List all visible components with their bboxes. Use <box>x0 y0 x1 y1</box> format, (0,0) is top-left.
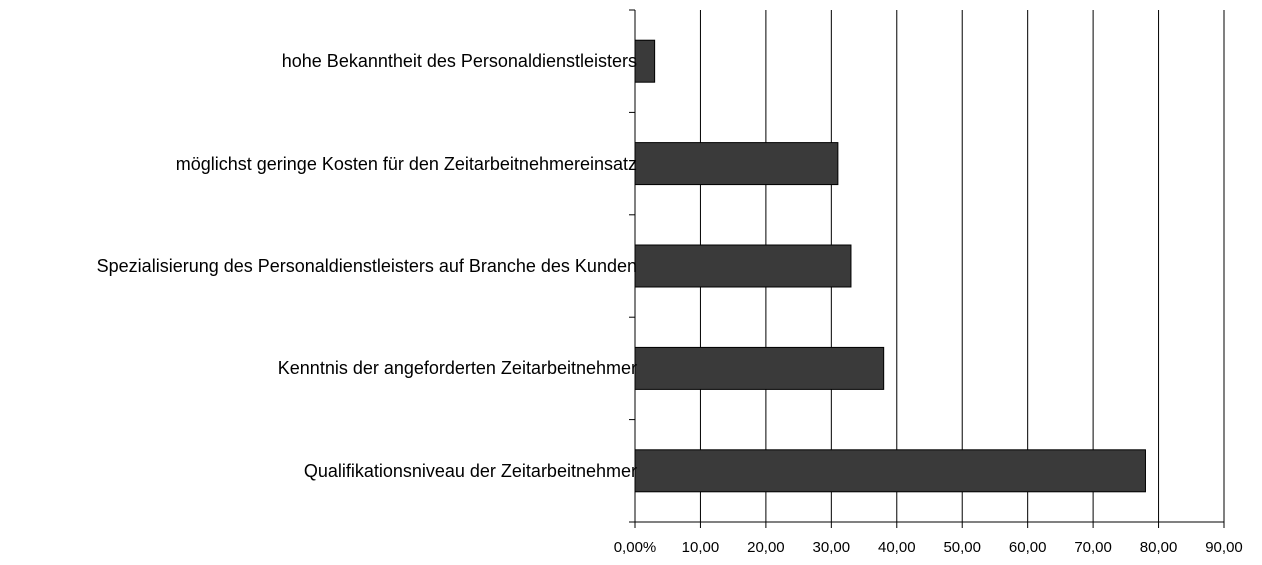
y-tick-label-box: Spezialisierung des Personaldienstleiste… <box>17 254 637 278</box>
x-tick-label: 50,00 <box>943 539 981 556</box>
x-tick-label: 80,00 <box>1140 539 1178 556</box>
y-tick-label-box: hohe Bekanntheit des Personaldienstleist… <box>17 49 637 73</box>
x-tick-label: 60,00 <box>1009 539 1047 556</box>
bar <box>634 346 885 390</box>
y-tick-label: hohe Bekanntheit des Personaldienstleist… <box>281 51 637 72</box>
y-tick-label-box: möglichst geringe Kosten für den Zeitarb… <box>17 152 637 176</box>
bar <box>634 39 656 83</box>
x-tick-label: 20,00 <box>747 539 785 556</box>
bar <box>634 449 1146 493</box>
x-tick-label: 90,00 <box>1205 539 1243 556</box>
x-tick-label: 0,00% <box>614 539 657 556</box>
bar <box>634 142 839 186</box>
x-tick-label: 30,00 <box>813 539 851 556</box>
y-tick-label-box: Qualifikationsniveau der Zeitarbeitnehme… <box>17 459 637 483</box>
bar <box>634 244 852 288</box>
x-tick-label: 70,00 <box>1074 539 1112 556</box>
y-tick-label: Kenntnis der angeforderten Zeitarbeitneh… <box>277 358 637 379</box>
x-tick-label: 40,00 <box>878 539 916 556</box>
y-tick-label-box: Kenntnis der angeforderten Zeitarbeitneh… <box>17 356 637 380</box>
y-tick-label: Spezialisierung des Personaldienstleiste… <box>96 256 637 276</box>
y-tick-label: möglichst geringe Kosten für den Zeitarb… <box>175 153 637 174</box>
y-tick-label: Qualifikationsniveau der Zeitarbeitnehme… <box>303 460 637 481</box>
x-tick-label: 10,00 <box>682 539 720 556</box>
